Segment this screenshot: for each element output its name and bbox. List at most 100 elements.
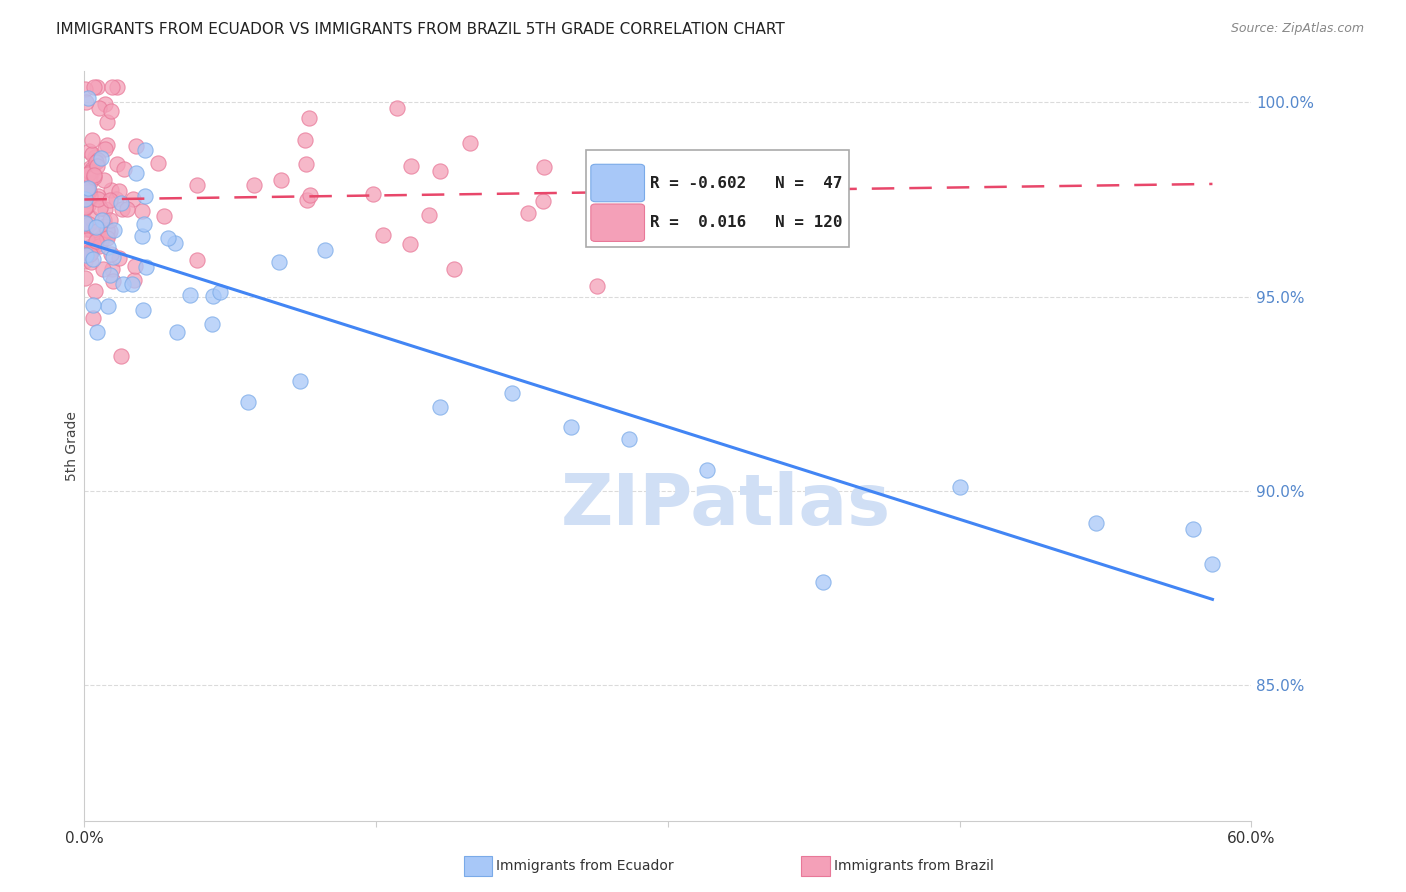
Point: [125, 166, 148, 180]
Point: [186, 252, 208, 267]
Point: [460, 136, 482, 150]
Point: [105, 157, 128, 171]
Point: [79, 247, 101, 261]
Point: [75, 254, 97, 268]
Text: ZIPatlas: ZIPatlas: [561, 472, 891, 541]
Point: [79, 165, 101, 179]
Point: [270, 172, 292, 186]
Point: [101, 274, 124, 288]
Point: [134, 189, 156, 203]
Point: [97, 227, 120, 241]
Point: [121, 277, 143, 291]
Point: [696, 463, 718, 477]
Text: Immigrants from Ecuador: Immigrants from Ecuador: [496, 859, 673, 873]
Point: [87, 192, 110, 206]
Point: [91, 230, 114, 244]
Point: [94, 96, 117, 111]
Point: [132, 217, 155, 231]
Point: [122, 273, 145, 287]
FancyBboxPatch shape: [591, 204, 644, 242]
Point: [104, 192, 127, 206]
Point: [146, 156, 169, 170]
Point: [122, 192, 145, 206]
Point: [387, 101, 409, 115]
Point: [236, 395, 259, 409]
Point: [75, 201, 97, 215]
Text: R = -0.602   N =  47: R = -0.602 N = 47: [651, 176, 842, 191]
FancyBboxPatch shape: [591, 164, 644, 202]
Point: [361, 187, 384, 202]
Point: [77, 167, 100, 181]
Text: Immigrants from Brazil: Immigrants from Brazil: [834, 859, 994, 873]
Point: [152, 209, 174, 223]
Point: [314, 243, 336, 257]
Point: [75, 248, 97, 262]
Point: [243, 178, 266, 192]
Point: [166, 325, 188, 339]
Point: [87, 153, 110, 168]
Point: [80, 211, 103, 225]
Point: [96, 114, 118, 128]
Point: [107, 184, 129, 198]
Point: [134, 143, 156, 157]
Point: [163, 235, 186, 250]
Point: [98, 193, 121, 207]
Point: [80, 133, 103, 147]
Point: [80, 238, 103, 252]
Point: [75, 216, 97, 230]
Point: [84, 234, 107, 248]
Point: [93, 219, 115, 233]
Point: [79, 170, 101, 185]
Point: [201, 317, 224, 331]
Point: [83, 79, 105, 94]
Point: [100, 183, 122, 197]
Point: [90, 235, 112, 250]
Point: [298, 188, 321, 202]
Point: [80, 223, 103, 237]
Point: [1201, 557, 1223, 571]
Point: [399, 237, 422, 252]
Point: [108, 251, 131, 265]
Point: [75, 271, 97, 285]
Point: [73, 217, 96, 231]
Point: [179, 287, 201, 301]
Point: [86, 79, 108, 94]
Point: [429, 400, 451, 414]
Point: [93, 173, 115, 187]
Point: [77, 194, 100, 208]
Point: [112, 277, 135, 291]
Point: [80, 146, 103, 161]
Point: [87, 189, 110, 203]
Point: [83, 170, 105, 185]
Point: [186, 178, 208, 192]
Text: Source: ZipAtlas.com: Source: ZipAtlas.com: [1230, 22, 1364, 36]
Point: [100, 247, 122, 261]
Point: [73, 213, 96, 227]
Y-axis label: 5th Grade: 5th Grade: [65, 411, 79, 481]
Point: [97, 240, 120, 254]
Point: [75, 221, 97, 235]
Point: [560, 420, 582, 434]
Point: [267, 255, 290, 269]
Point: [96, 138, 118, 153]
Point: [84, 284, 107, 298]
Point: [87, 101, 110, 115]
Point: [83, 238, 105, 252]
Point: [94, 202, 117, 216]
Point: [96, 223, 118, 237]
Text: IMMIGRANTS FROM ECUADOR VS IMMIGRANTS FROM BRAZIL 5TH GRADE CORRELATION CHART: IMMIGRANTS FROM ECUADOR VS IMMIGRANTS FR…: [56, 22, 785, 37]
Point: [73, 176, 96, 190]
Point: [100, 268, 122, 283]
Point: [101, 261, 124, 276]
Point: [86, 325, 108, 339]
Point: [110, 349, 132, 363]
Point: [633, 180, 655, 194]
Point: [97, 299, 120, 313]
Point: [100, 103, 122, 118]
Point: [77, 183, 100, 197]
Point: [76, 91, 98, 105]
Point: [89, 239, 111, 253]
Point: [76, 182, 98, 196]
Point: [157, 230, 180, 244]
Point: [79, 245, 101, 260]
